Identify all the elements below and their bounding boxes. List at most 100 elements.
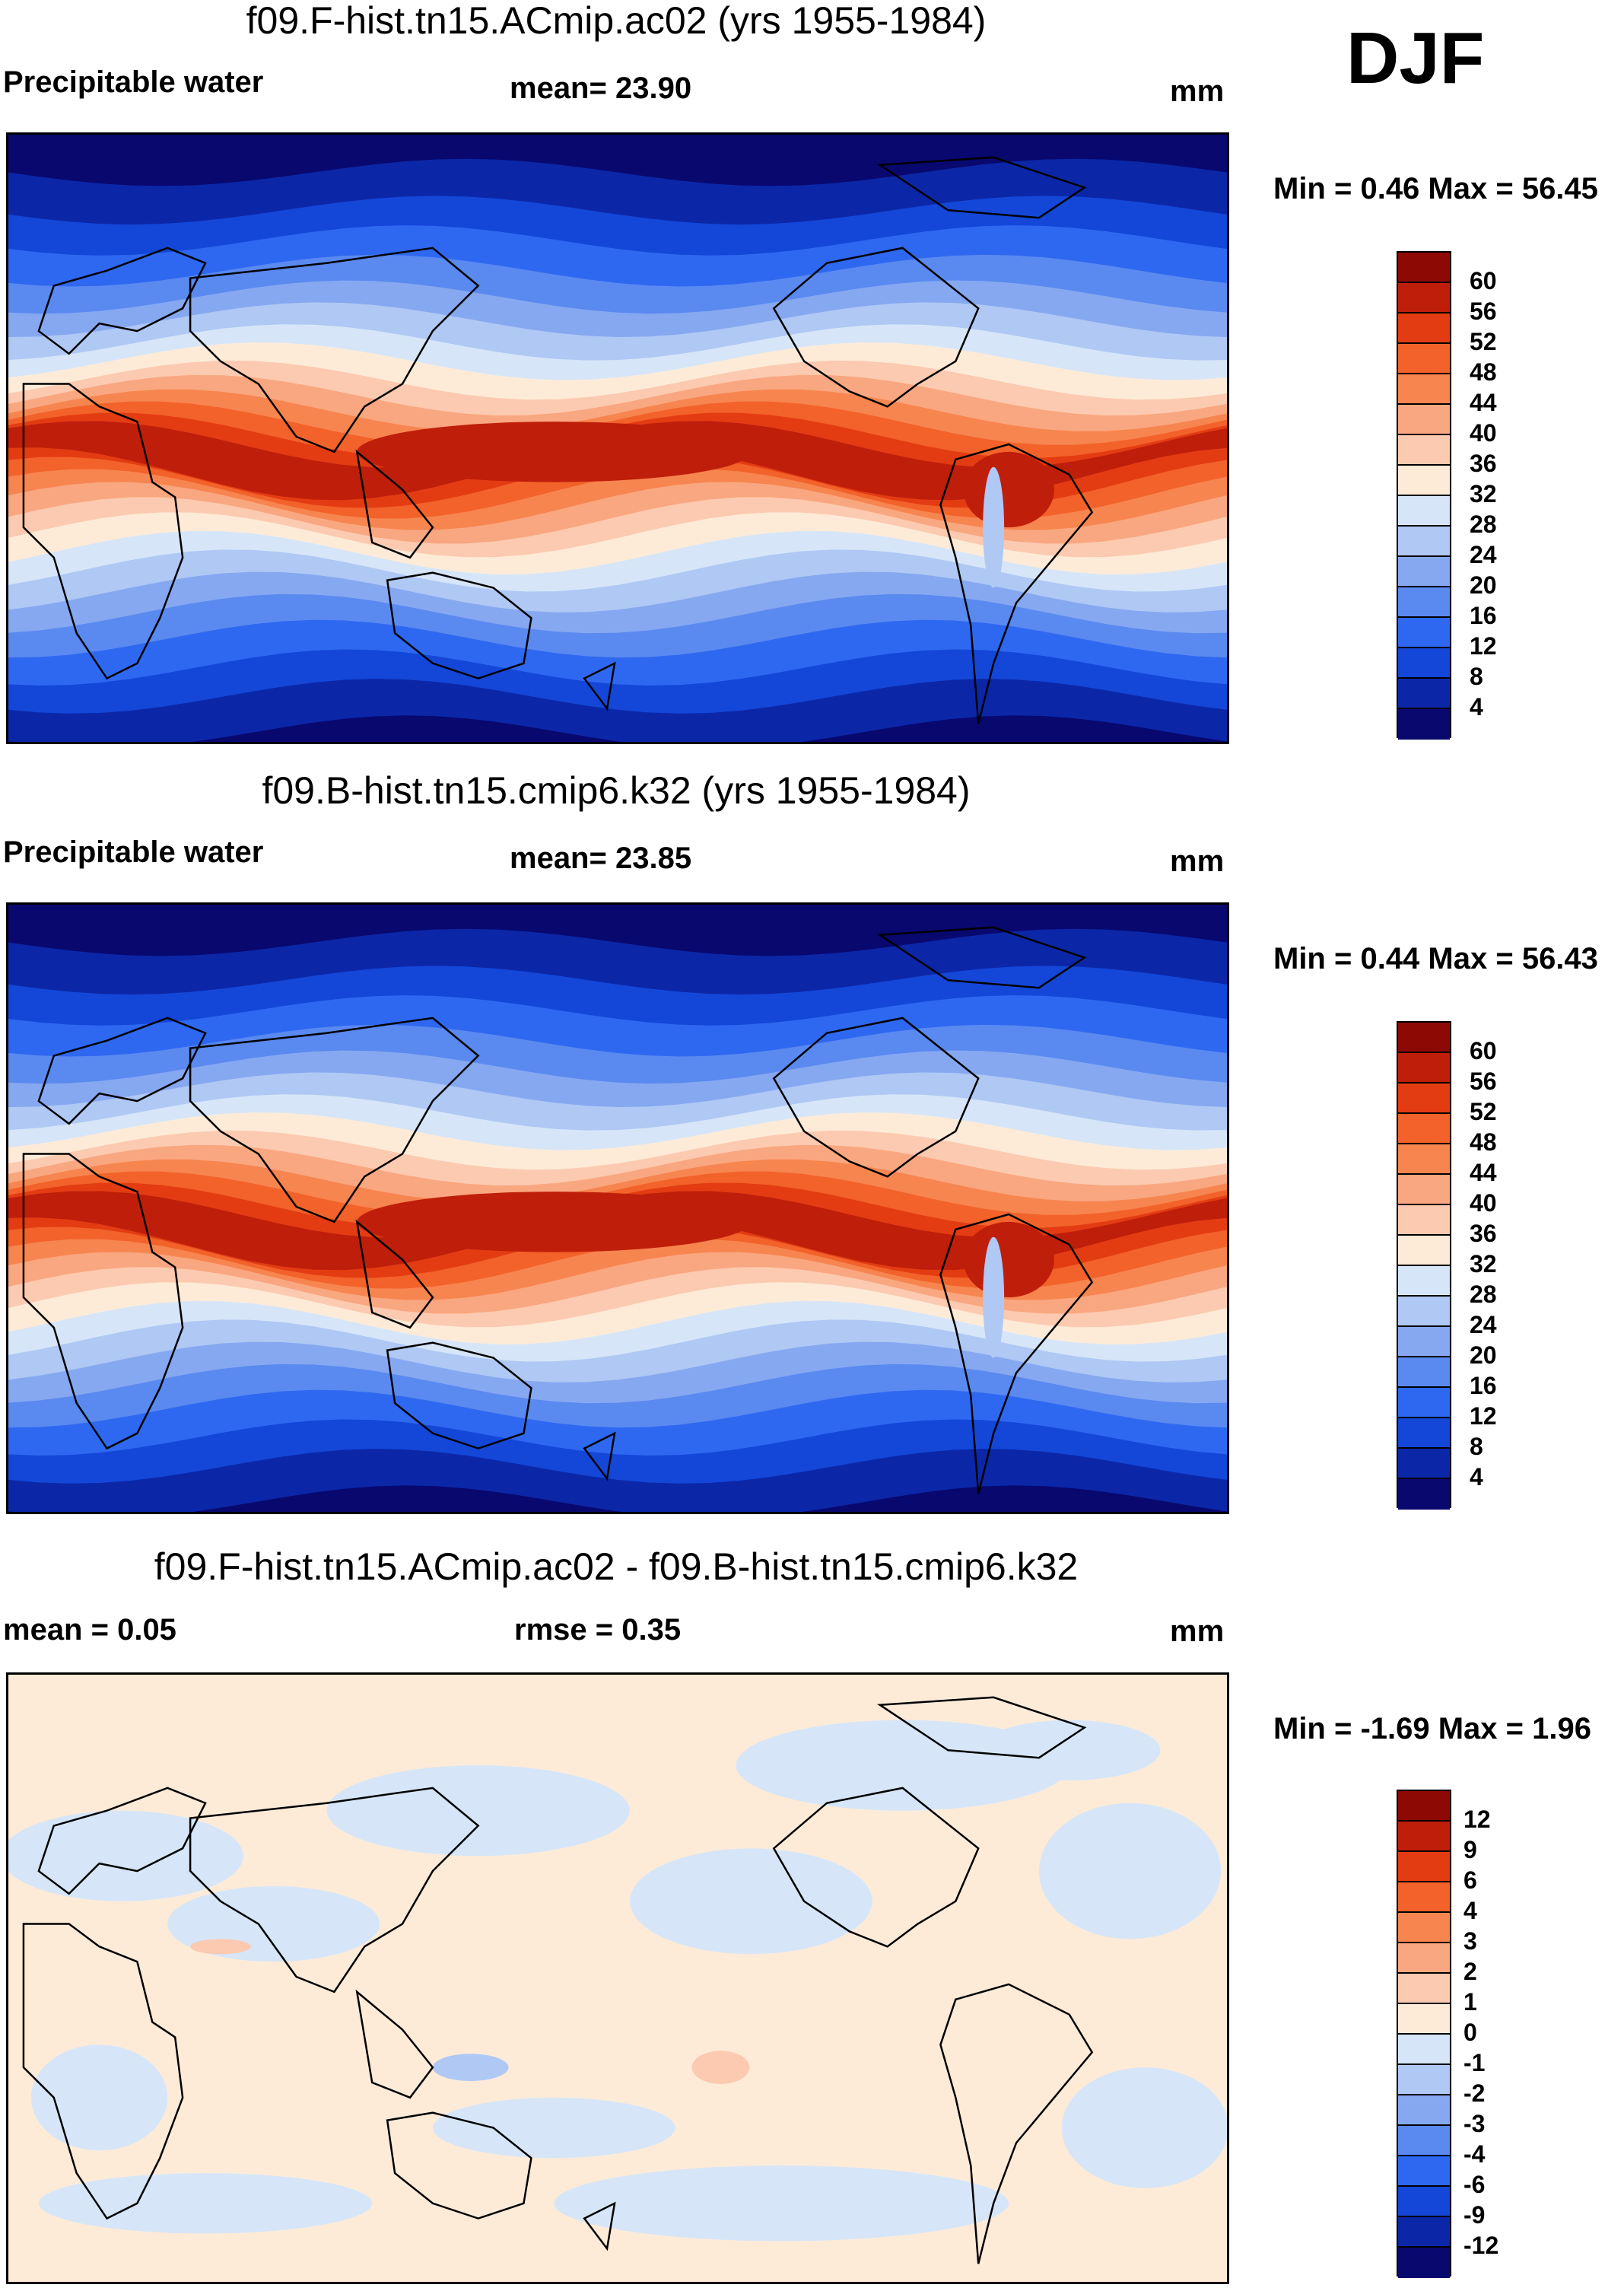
colorbar-tick-label: 9: [1464, 1836, 1477, 1863]
colorbar-swatch: [1398, 2187, 1450, 2217]
colorbar-swatch: [1398, 1023, 1450, 1053]
colorbar-swatch: [1398, 1852, 1450, 1882]
colorbar-swatch: [1398, 2095, 1450, 2126]
coastline: [22, 383, 184, 680]
colorbar-tick-label: 12: [1464, 1806, 1491, 1833]
colorbar-swatch: [1398, 466, 1450, 496]
colorbar-swatch: [1398, 1791, 1450, 1822]
colorbar-swatch: [1398, 1913, 1450, 1943]
colorbar-swatch: [1398, 1388, 1450, 1418]
panel-3-colorbar: [1397, 1790, 1451, 2278]
coastline: [583, 1431, 616, 1481]
colorbar-tick-label: 48: [1470, 1128, 1497, 1156]
colorbar-swatch: [1398, 587, 1450, 618]
colorbar-swatch: [1398, 1053, 1450, 1083]
panel-1-variable: Precipitable water: [3, 65, 264, 99]
negative-anomaly-region: [432, 2097, 675, 2159]
panel-1-colorbar: [1397, 251, 1451, 740]
negative-anomaly-region: [1061, 2067, 1227, 2188]
coastline: [386, 1341, 532, 1449]
colorbar-swatch: [1398, 679, 1450, 709]
colorbar-tick-label: 6: [1464, 1866, 1477, 1894]
colorbar-tick-label: 1: [1464, 1988, 1477, 2016]
colorbar-swatch: [1398, 313, 1450, 344]
andes-minimum: [983, 466, 1005, 588]
negative-anomaly-region: [30, 2044, 168, 2151]
colorbar-swatch: [1398, 1114, 1450, 1144]
panel-1-minmax: Min = 0.46 Max = 56.45: [1273, 172, 1598, 205]
coastline: [355, 1989, 434, 2099]
colorbar-tick-label: 28: [1470, 511, 1497, 538]
panel-1-units: mm: [1170, 75, 1225, 108]
colorbar-swatch: [1398, 283, 1450, 313]
coastline: [772, 1787, 980, 1948]
coastline: [189, 1017, 480, 1223]
colorbar-tick-label: 24: [1470, 541, 1497, 568]
coastline: [355, 1219, 434, 1329]
panel-3-minmax: Min = -1.69 Max = 1.96: [1273, 1712, 1591, 1745]
contour-band: [8, 421, 1227, 501]
colorbar-swatch: [1398, 648, 1450, 679]
coastline: [37, 1017, 207, 1125]
amazon-maximum: [963, 451, 1054, 528]
colorbar-tick-label: 12: [1470, 1402, 1497, 1430]
coastline: [189, 1787, 480, 1993]
coastline: [876, 1696, 1087, 1759]
negative-anomaly-region: [38, 2173, 373, 2234]
colorbar-swatch: [1398, 2035, 1450, 2065]
colorbar-tick-label: 52: [1470, 1098, 1497, 1125]
coastline: [939, 443, 1094, 724]
colorbar-tick-label: 32: [1470, 480, 1497, 508]
colorbar-tick-label: 28: [1470, 1281, 1497, 1308]
colorbar-swatch: [1398, 344, 1450, 374]
colorbar-tick-label: 4: [1470, 693, 1483, 721]
panel-3-map: [6, 1672, 1229, 2284]
colorbar-tick-label: 60: [1470, 1037, 1497, 1064]
colorbar-swatch: [1398, 1449, 1450, 1479]
colorbar-tick-label: 48: [1470, 358, 1497, 386]
colorbar-swatch: [1398, 2126, 1450, 2156]
colorbar-tick-label: 40: [1470, 1189, 1497, 1217]
negative-anomaly-region: [554, 2165, 1009, 2242]
panel-3-rmse: rmse = 0.35: [514, 1613, 682, 1647]
colorbar-swatch: [1398, 1882, 1450, 1913]
colorbar-swatch: [1398, 1943, 1450, 1974]
colorbar-swatch: [1398, 1974, 1450, 2004]
coastline: [355, 449, 434, 559]
colorbar-tick-label: 12: [1470, 632, 1497, 660]
coastline: [876, 156, 1087, 219]
colorbar-swatch: [1398, 1083, 1450, 1114]
negative-anomaly-core: [432, 2054, 509, 2081]
colorbar-swatch: [1398, 1418, 1450, 1449]
colorbar-tick-label: -9: [1464, 2201, 1486, 2229]
negative-anomaly-region: [978, 1720, 1161, 1780]
colorbar-tick-label: 60: [1470, 267, 1497, 294]
panel-1-title: f09.F-hist.tn15.ACmip.ac02 (yrs 1955-198…: [246, 0, 987, 42]
colorbar-swatch: [1398, 527, 1450, 557]
colorbar-swatch: [1398, 405, 1450, 435]
coastline: [189, 247, 480, 453]
panel-1-mean: mean= 23.90: [510, 72, 692, 105]
colorbar-swatch: [1398, 2248, 1450, 2278]
panel-2-minmax: Min = 0.44 Max = 56.43: [1273, 942, 1598, 975]
panel-2-colorbar: [1397, 1021, 1451, 1510]
colorbar-tick-label: 20: [1470, 1341, 1497, 1369]
coastline: [37, 1787, 207, 1895]
colorbar-swatch: [1398, 1479, 1450, 1510]
panel-2-variable: Precipitable water: [3, 835, 264, 869]
season-label: DJF: [1346, 18, 1485, 99]
negative-anomaly-region: [629, 1848, 872, 1955]
warm-pool: [357, 422, 752, 482]
positive-anomaly-core: [691, 2051, 750, 2084]
colorbar-swatch: [1398, 1822, 1450, 1852]
colorbar-swatch: [1398, 1205, 1450, 1236]
andes-minimum: [983, 1236, 1005, 1358]
colorbar-tick-label: 44: [1470, 1159, 1497, 1186]
coastline: [37, 247, 207, 355]
colorbar-tick-label: 8: [1470, 663, 1483, 690]
colorbar-tick-label: 3: [1464, 1927, 1477, 1955]
colorbar-swatch: [1398, 374, 1450, 405]
colorbar-tick-label: -4: [1464, 2140, 1486, 2168]
colorbar-tick-label: 32: [1470, 1250, 1497, 1278]
colorbar-tick-label: 0: [1464, 2019, 1477, 2046]
